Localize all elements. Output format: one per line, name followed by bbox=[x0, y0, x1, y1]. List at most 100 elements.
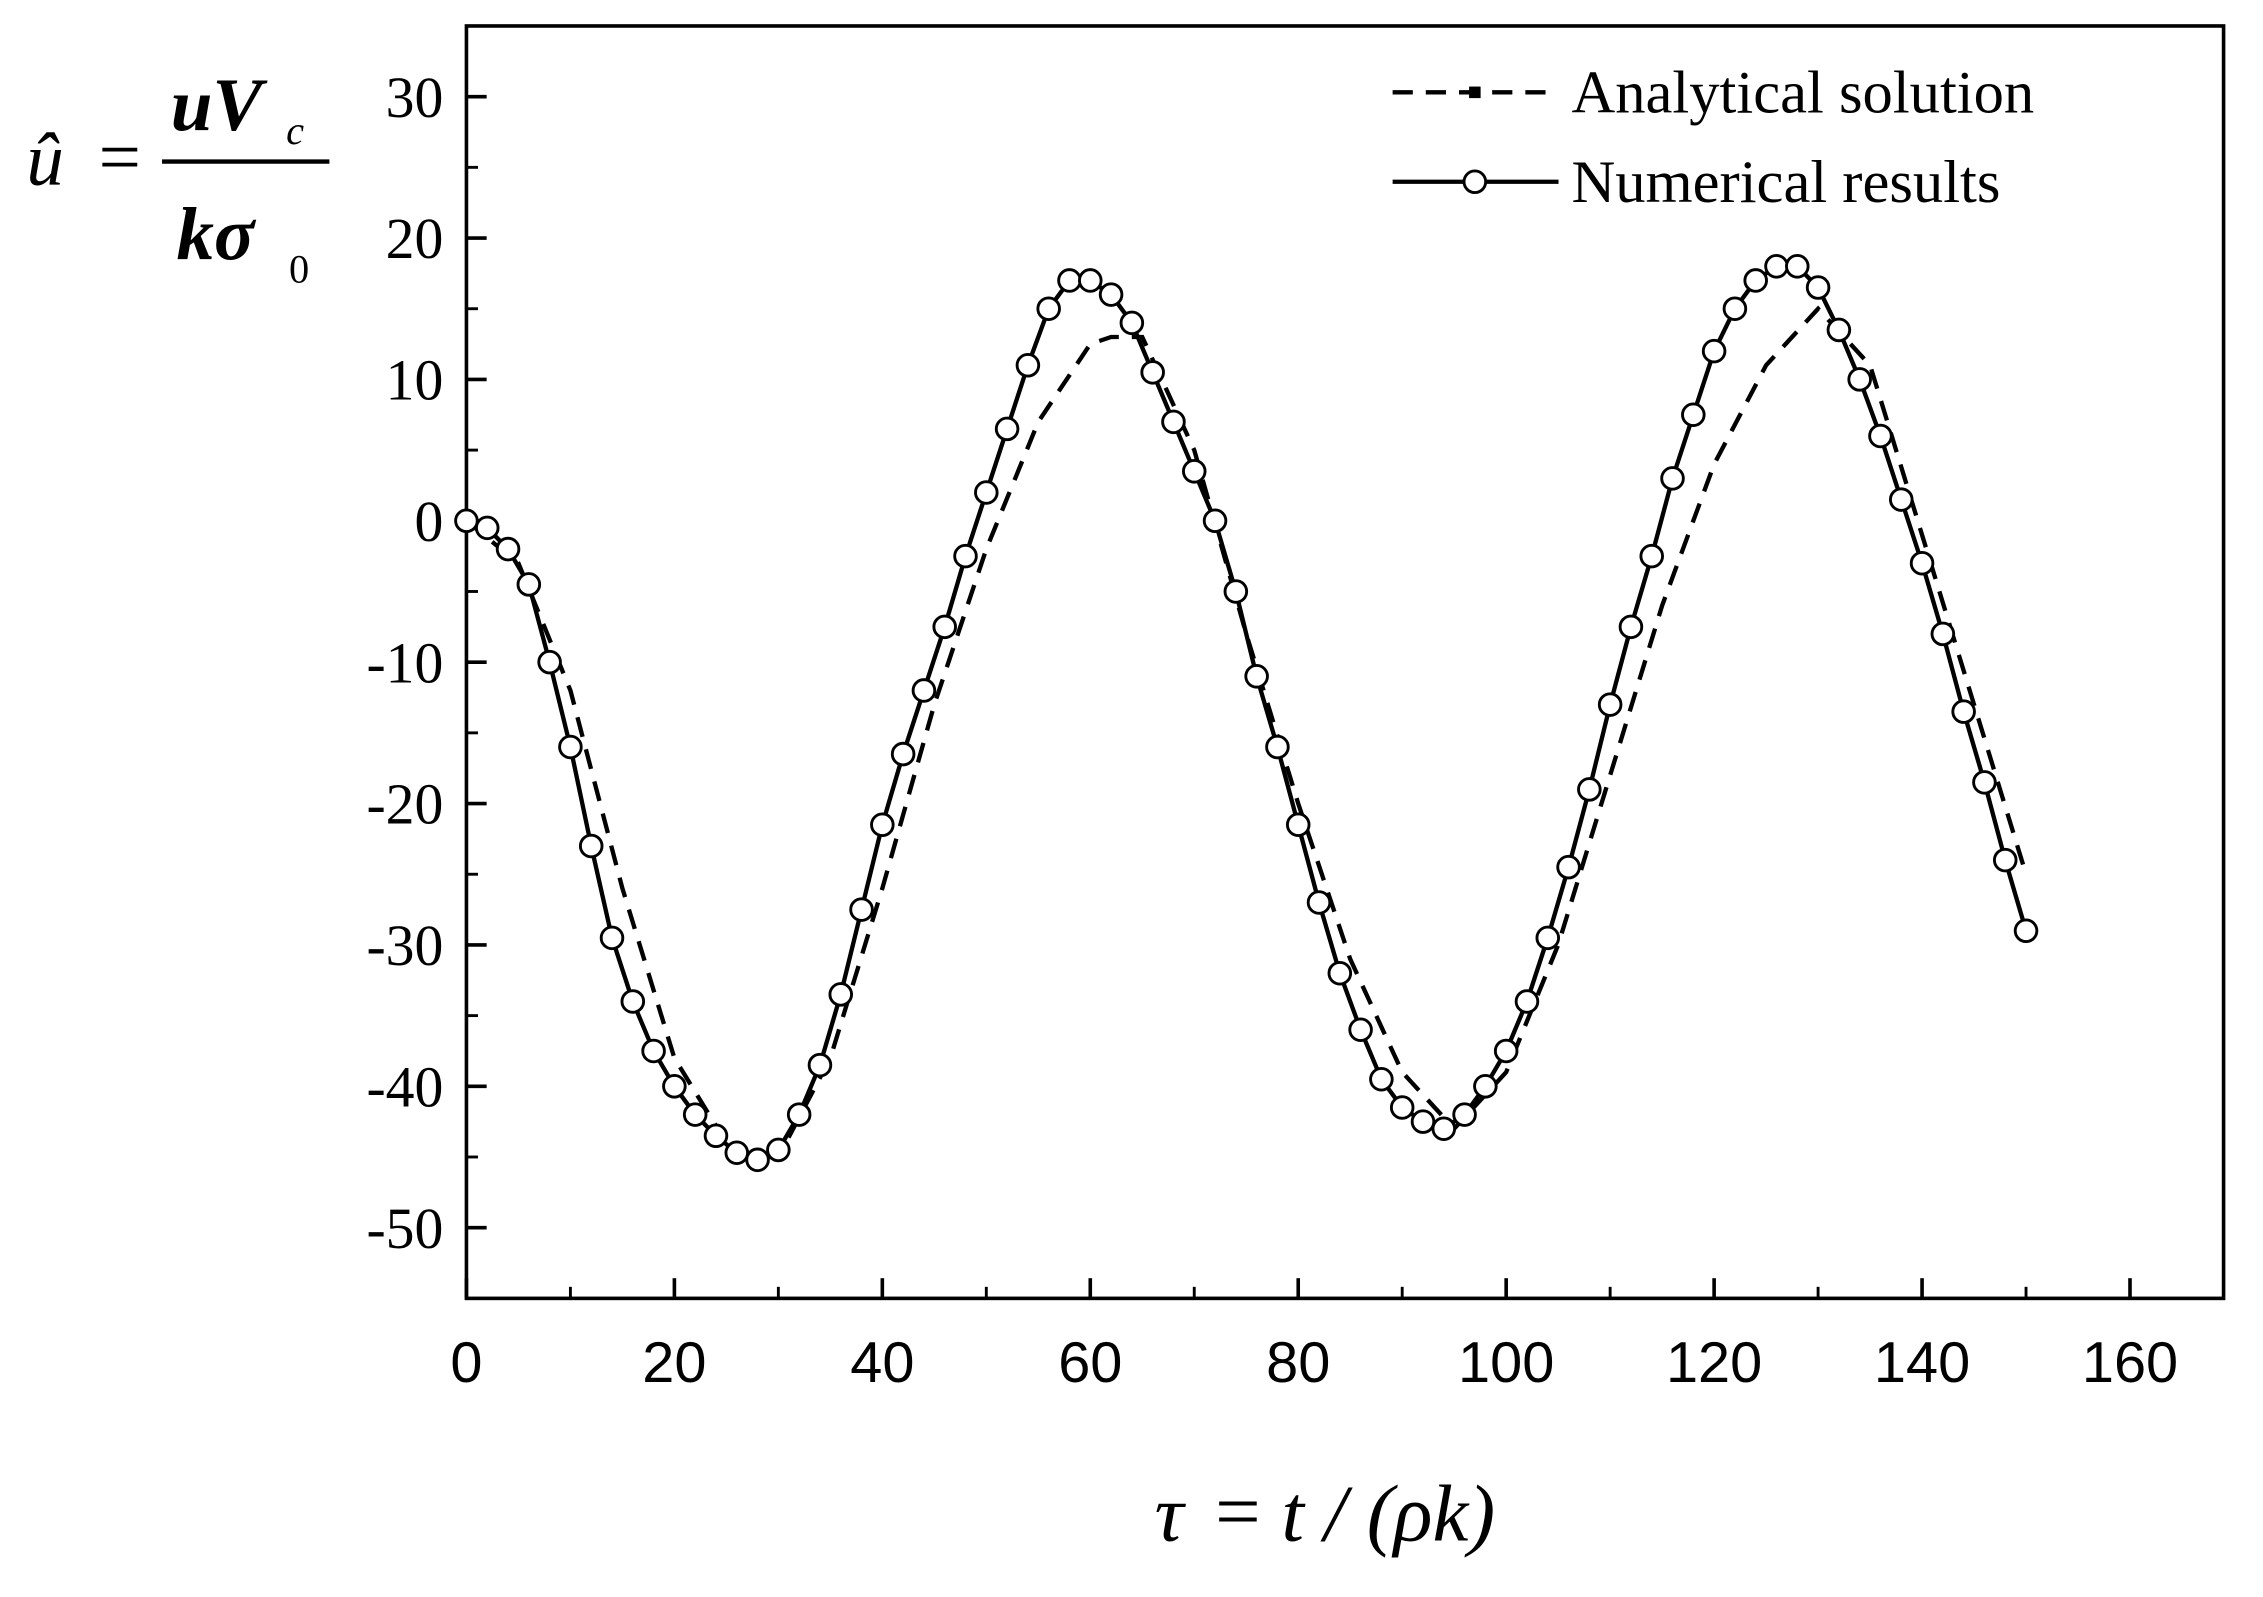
data-point bbox=[807, 1052, 833, 1078]
legend-label: Analytical solution bbox=[1572, 60, 2035, 127]
data-point bbox=[724, 1140, 750, 1166]
x-tick-label: 80 bbox=[1266, 1331, 1330, 1395]
data-point bbox=[1805, 275, 1831, 300]
data-point bbox=[558, 734, 583, 760]
data-point bbox=[1306, 890, 1332, 915]
x-tick-label: 120 bbox=[1666, 1331, 1762, 1395]
data-point bbox=[662, 1074, 687, 1099]
x-tick-label: 140 bbox=[1874, 1331, 1970, 1395]
legend-label: Numerical results bbox=[1572, 149, 2001, 216]
data-point bbox=[1764, 254, 1789, 279]
data-point bbox=[1473, 1074, 1498, 1099]
data-point bbox=[1348, 1017, 1373, 1043]
data-point bbox=[1202, 508, 1228, 534]
y-tick-label: 0 bbox=[415, 491, 444, 554]
data-point bbox=[1556, 854, 1581, 880]
data-point bbox=[1909, 550, 1935, 576]
data-point bbox=[1410, 1109, 1436, 1134]
data-point bbox=[786, 1102, 812, 1127]
x-tick-label: 20 bbox=[642, 1331, 706, 1395]
data-point bbox=[1161, 409, 1186, 435]
data-point bbox=[1618, 614, 1644, 640]
y-label-lhs: û bbox=[26, 119, 64, 202]
data-point bbox=[1535, 925, 1561, 951]
data-point bbox=[1888, 487, 1914, 512]
x-label-lhs: τ bbox=[1155, 1470, 1187, 1559]
y-label-num-sub: c bbox=[286, 108, 304, 153]
x-axis-title: τ = t / (ρk) bbox=[1155, 1467, 1496, 1559]
data-point bbox=[1057, 268, 1082, 293]
y-label-den: kσ bbox=[176, 194, 257, 277]
data-point bbox=[1036, 296, 1061, 321]
data-point bbox=[849, 897, 874, 922]
data-point bbox=[1389, 1095, 1415, 1120]
y-tick-label: -20 bbox=[366, 774, 443, 837]
y-tick-label: 10 bbox=[386, 350, 444, 413]
data-point bbox=[932, 614, 957, 640]
data-point bbox=[1493, 1038, 1519, 1064]
data-point bbox=[994, 416, 1020, 442]
data-point bbox=[1597, 692, 1623, 717]
data-point bbox=[1930, 621, 1956, 647]
data-point bbox=[1577, 777, 1602, 802]
x-label-eq: = bbox=[1215, 1467, 1261, 1556]
data-point bbox=[1431, 1116, 1457, 1141]
data-point bbox=[1140, 360, 1165, 385]
series-line bbox=[465, 264, 2029, 1163]
data-point bbox=[1826, 317, 1852, 343]
data-point bbox=[2013, 918, 2039, 944]
y-tick-label: -50 bbox=[366, 1198, 443, 1261]
legend-marker bbox=[1469, 86, 1481, 99]
data-point bbox=[703, 1123, 729, 1149]
data-point bbox=[766, 1137, 791, 1163]
x-tick-label: 100 bbox=[1458, 1331, 1554, 1395]
data-point bbox=[578, 833, 604, 859]
data-point bbox=[1992, 847, 2018, 873]
data-point bbox=[1098, 282, 1124, 307]
data-point bbox=[745, 1147, 770, 1173]
data-point bbox=[495, 536, 521, 562]
data-point bbox=[1660, 466, 1685, 491]
y-tick-label: -30 bbox=[366, 915, 443, 978]
x-tick-label: 0 bbox=[450, 1331, 482, 1395]
data-point bbox=[1078, 268, 1103, 293]
data-point bbox=[1868, 423, 1893, 449]
data-point bbox=[1743, 268, 1768, 293]
data-point bbox=[1639, 543, 1664, 569]
data-point bbox=[870, 812, 895, 838]
data-point bbox=[974, 480, 999, 505]
data-point bbox=[1265, 734, 1290, 760]
data-point bbox=[682, 1102, 708, 1127]
data-point bbox=[516, 572, 542, 597]
data-point bbox=[828, 982, 854, 1007]
data-point bbox=[1681, 402, 1706, 428]
data-point bbox=[1452, 1102, 1477, 1127]
data-point bbox=[1847, 367, 1872, 392]
legend-entry: Numerical results bbox=[1392, 149, 2001, 216]
data-point bbox=[1285, 812, 1311, 838]
data-point bbox=[911, 678, 937, 703]
y-label-den-sub: 0 bbox=[289, 247, 309, 292]
legend-entry: Analytical solution bbox=[1392, 60, 2035, 127]
y-tick-label: 30 bbox=[386, 67, 444, 130]
data-point bbox=[1244, 664, 1269, 689]
y-label-num: uV bbox=[171, 64, 269, 147]
data-point bbox=[1369, 1066, 1394, 1092]
data-point bbox=[1119, 310, 1145, 336]
data-point bbox=[599, 925, 625, 951]
y-tick-label: 20 bbox=[386, 208, 444, 271]
data-point bbox=[1223, 579, 1249, 604]
x-tick-label: 60 bbox=[1058, 1331, 1122, 1395]
x-tick-label: 160 bbox=[2082, 1331, 2178, 1395]
data-point bbox=[1951, 699, 1976, 724]
y-label-eq: = bbox=[99, 116, 141, 199]
data-point bbox=[537, 649, 562, 675]
data-point bbox=[1785, 254, 1810, 279]
y-tick-label: -10 bbox=[366, 632, 443, 695]
data-point bbox=[1514, 989, 1540, 1014]
data-point bbox=[1181, 459, 1207, 484]
y-tick-label: -40 bbox=[366, 1057, 443, 1120]
legend-marker bbox=[1462, 169, 1488, 195]
data-point bbox=[1701, 338, 1727, 364]
